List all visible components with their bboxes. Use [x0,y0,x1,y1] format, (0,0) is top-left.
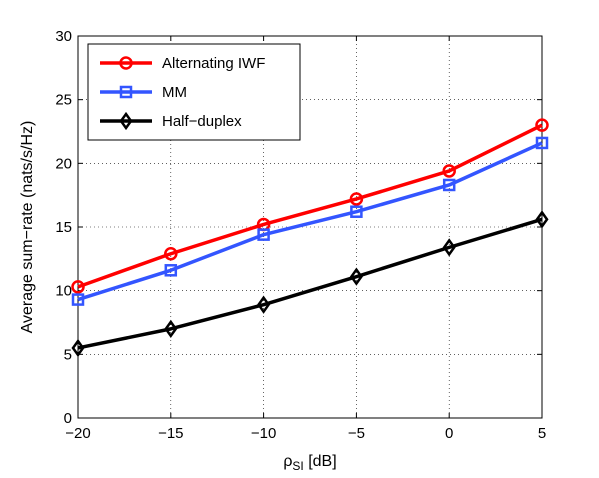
data-point [71,280,85,294]
data-point [257,228,270,241]
data-point [71,338,85,358]
legend-label: Alternating IWF [162,55,265,72]
x-tick-label: −20 [65,425,90,442]
x-tick-label: −15 [158,425,183,442]
legend-entry: MM [100,84,187,101]
y-tick-label: 0 [64,410,72,427]
data-point [350,205,363,218]
data-point [535,210,549,229]
x-tick-label: 5 [538,425,546,442]
legend-label: MM [162,84,187,101]
legend-label: Half−duplex [162,113,242,130]
legend-entry: Half−duplex [100,111,242,131]
x-axis-label: ρSI [dB] [283,453,336,473]
data-point [535,136,549,150]
series-0 [71,118,549,294]
series-line [77,123,543,289]
x-axis-label-rest: [dB] [304,453,337,470]
y-tick-label: 20 [55,155,72,172]
y-axis-label: Average sum−rate (nats/s/Hz) [19,121,36,334]
series-layer [71,118,549,358]
x-tick-label: 0 [445,425,453,442]
y-tick-label: 5 [64,346,72,363]
series-line [77,141,543,302]
legend-entry: Alternating IWF [100,55,265,72]
x-axis-label-main: ρ [283,453,292,470]
y-tick-label: 15 [55,219,72,236]
y-tick-label: 30 [55,28,72,45]
data-point [164,246,178,261]
data-point [164,319,178,339]
legend-marker [119,85,133,99]
data-point [535,118,549,132]
y-tick-label: 25 [55,92,72,109]
legend-marker [119,111,133,131]
data-point [442,238,456,257]
data-point [164,264,178,277]
series-line [77,217,543,350]
series-2 [71,210,549,358]
data-point [349,192,364,206]
x-tick-label: −5 [348,425,365,442]
x-tick-label: −10 [251,425,276,442]
data-point [349,267,363,286]
legend-marker [119,56,133,70]
x-axis-label-sub: SI [292,459,303,473]
legend: Alternating IWF MM Half−duplex [87,43,301,141]
series-1 [71,136,549,306]
data-point [442,178,456,192]
axis-ticks: −20 −15 −10 −5 0 5 0 5 10 15 20 25 30 [55,28,546,442]
data-point [257,295,271,314]
data-point [71,293,85,306]
data-point [442,164,456,178]
y-tick-label: 10 [55,283,72,300]
